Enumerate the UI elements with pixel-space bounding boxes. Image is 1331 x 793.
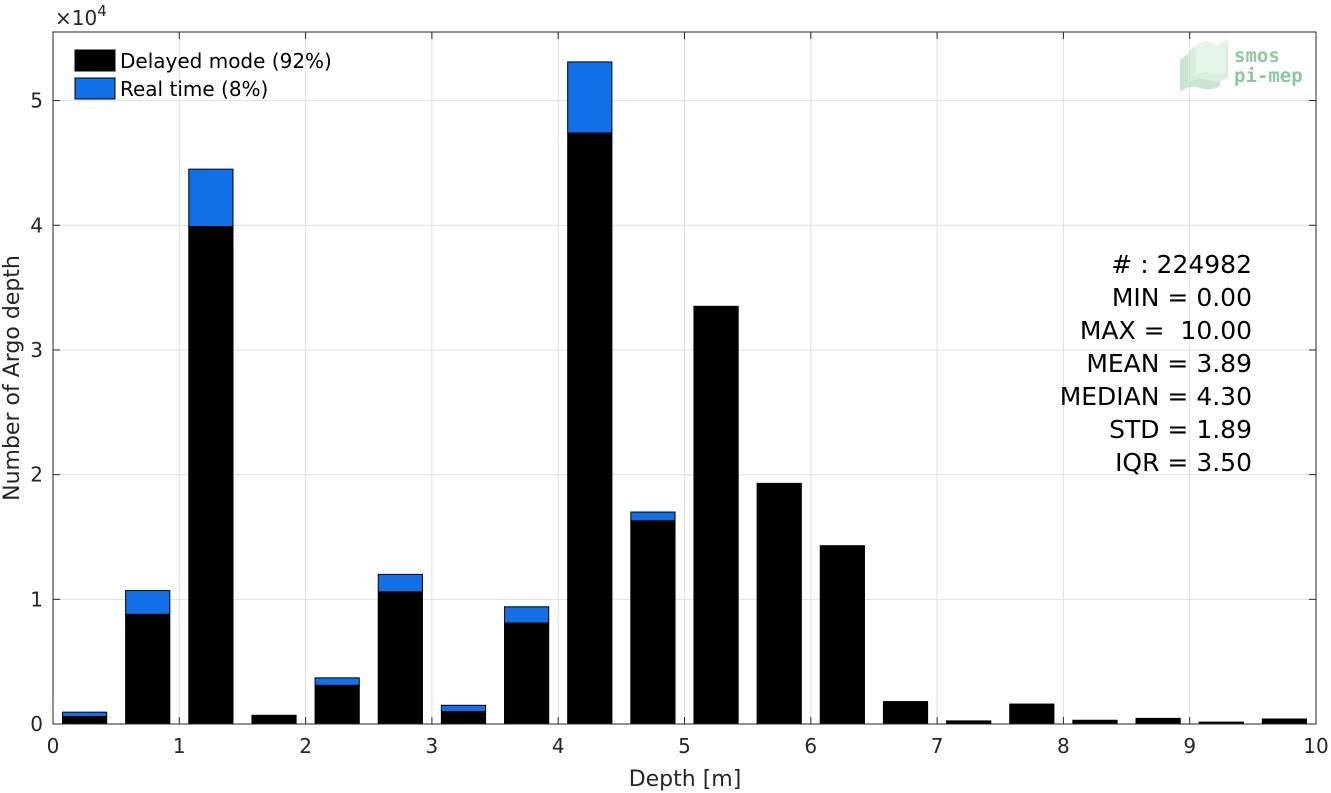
x-tick-label: 9 <box>1183 734 1196 758</box>
legend-swatch-realtime <box>74 77 116 100</box>
stats-min: MIN = 0.00 <box>1112 283 1252 312</box>
smos-pimep-logo: smos pi-mep <box>1180 37 1303 92</box>
bar-delayed-mode <box>377 591 423 725</box>
logo-line2: pi-mep <box>1234 65 1303 87</box>
stats-mean: MEAN = 3.89 <box>1086 349 1252 378</box>
bar-delayed-mode <box>882 701 929 725</box>
stats-annotation: # : 224982 MIN = 0.00 MAX = 10.00 MEAN =… <box>1060 250 1252 477</box>
bar-delayed-mode <box>188 226 234 725</box>
x-tick-label: 2 <box>299 734 312 758</box>
bar-real-time <box>440 704 487 713</box>
x-tick-label: 7 <box>931 734 944 758</box>
y-tick-label: 1 <box>30 587 43 611</box>
legend-label-delayed: Delayed mode (92%) <box>120 49 332 73</box>
y-axis-title: Number of Argo depth <box>0 255 25 501</box>
x-tick-label: 3 <box>426 734 439 758</box>
bar-delayed-mode <box>1261 718 1308 725</box>
y-axis-ticks: 0 1 2 3 4 5 <box>30 89 1316 736</box>
y-tick-label: 0 <box>30 712 43 736</box>
x-tick-label: 0 <box>47 734 60 758</box>
y-tick-label: 2 <box>30 463 43 487</box>
bar-delayed-mode <box>1009 703 1055 725</box>
bars <box>61 61 1308 725</box>
bar-real-time <box>125 590 171 615</box>
bar-delayed-mode <box>61 716 108 725</box>
x-axis-title: Depth [m] <box>629 767 742 792</box>
legend-swatch-delayed <box>74 49 116 72</box>
bar-delayed-mode <box>693 305 739 725</box>
bar-real-time <box>567 61 613 134</box>
bar-delayed-mode <box>1072 719 1118 725</box>
x-tick-label: 4 <box>552 734 565 758</box>
stats-count: # : 224982 <box>1111 250 1252 279</box>
bar-delayed-mode <box>819 545 865 725</box>
x-axis-ticks: 0 1 2 3 4 5 6 7 8 9 10 <box>47 32 1329 758</box>
bar-real-time <box>377 573 423 593</box>
logo-line1: smos <box>1234 45 1280 67</box>
bar-real-time <box>61 711 108 718</box>
y-tick-label: 5 <box>30 89 43 113</box>
x-tick-label: 6 <box>804 734 817 758</box>
bar-delayed-mode <box>440 711 487 725</box>
bar-delayed-mode <box>504 622 550 725</box>
bar-real-time <box>630 511 676 522</box>
y-axis-multiplier: ×104 <box>55 2 107 30</box>
bar-real-time <box>314 677 360 686</box>
bar-delayed-mode <box>756 482 802 725</box>
stats-median: MEDIAN = 4.30 <box>1060 382 1252 411</box>
logo-waves-icon <box>1180 37 1228 92</box>
stats-std: STD = 1.89 <box>1109 415 1252 444</box>
x-tick-label: 5 <box>678 734 691 758</box>
legend: Delayed mode (92%) Real time (8%) <box>74 49 332 101</box>
bar-real-time <box>188 168 234 228</box>
y-axis-multiplier-exponent: 4 <box>97 2 107 20</box>
y-tick-label: 3 <box>30 338 43 362</box>
x-tick-label: 1 <box>173 734 186 758</box>
legend-label-realtime: Real time (8%) <box>120 77 268 101</box>
grid-lines <box>53 32 1316 724</box>
bar-delayed-mode <box>1135 717 1181 725</box>
bar-delayed-mode <box>567 132 613 725</box>
x-tick-label: 10 <box>1303 734 1328 758</box>
x-tick-label: 8 <box>1057 734 1070 758</box>
bar-delayed-mode <box>251 714 297 725</box>
bar-delayed-mode <box>125 613 171 725</box>
stats-iqr: IQR = 3.50 <box>1115 448 1252 477</box>
bar-delayed-mode <box>314 684 360 725</box>
y-tick-label: 4 <box>30 213 43 237</box>
bar-real-time <box>504 606 550 624</box>
bar-delayed-mode <box>630 520 676 725</box>
stats-max: MAX = 10.00 <box>1080 316 1252 345</box>
